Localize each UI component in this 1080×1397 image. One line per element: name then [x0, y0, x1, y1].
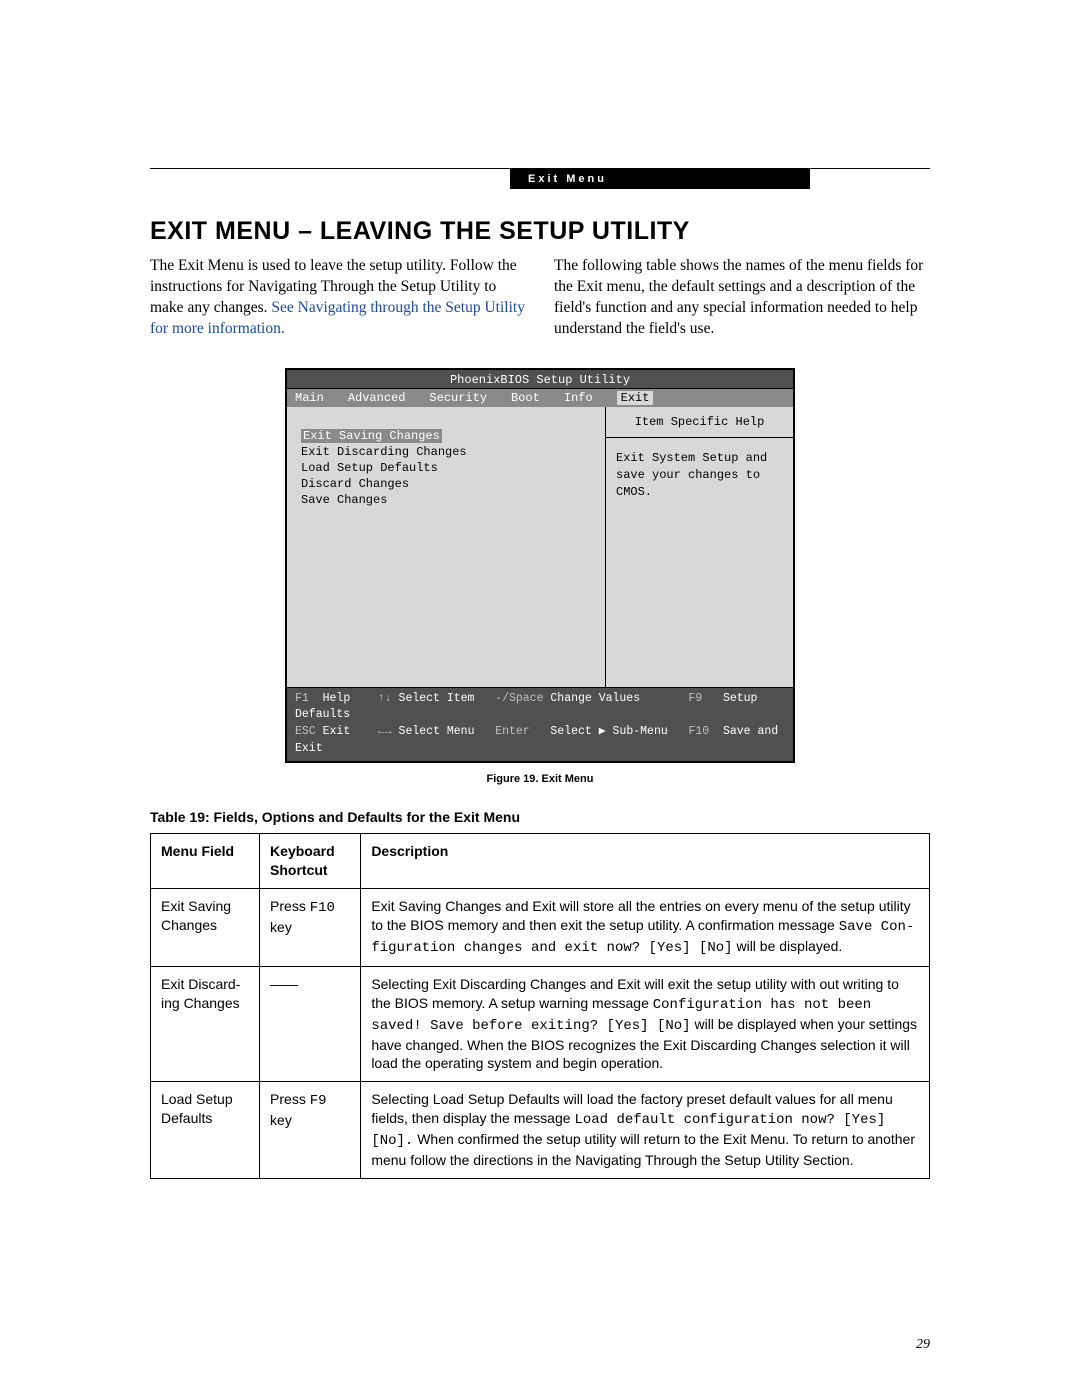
- table-header-row: Menu Field Keyboard Shortcut Description: [151, 834, 930, 889]
- bios-tab-advanced: Advanced: [348, 391, 406, 405]
- th-shortcut: Keyboard Shortcut: [260, 834, 361, 889]
- bios-menu-list: Exit Saving Changes Exit Discarding Chan…: [287, 407, 605, 687]
- th-description: Description: [361, 834, 930, 889]
- th-menu-field: Menu Field: [151, 834, 260, 889]
- bios-screenshot: PhoenixBIOS Setup Utility Main Advanced …: [285, 368, 795, 764]
- page-number: 29: [916, 1337, 930, 1353]
- page-title: EXIT MENU – LEAVING THE SETUP UTILITY: [150, 217, 930, 246]
- bios-footer-line1: F1 Help ↑↓ Select Item -/Space Change Va…: [295, 691, 785, 724]
- header-rule: Exit Menu: [150, 168, 930, 169]
- fields-table: Menu Field Keyboard Shortcut Description…: [150, 833, 930, 1178]
- bios-help-panel: Item Specific Help Exit System Setup and…: [605, 407, 793, 687]
- bios-footer: F1 Help ↑↓ Select Item -/Space Change Va…: [287, 688, 793, 762]
- intro-columns: The Exit Menu is used to leave the setup…: [150, 256, 930, 340]
- table-row: Exit Discard­ing Changes——Selecting Exit…: [151, 966, 930, 1081]
- bios-tab-info: Info: [564, 391, 593, 405]
- section-header-tab: Exit Menu: [510, 169, 810, 189]
- bios-help-body: Exit System Setup and save your changes …: [606, 438, 793, 514]
- bios-body: Exit Saving Changes Exit Discarding Chan…: [287, 407, 793, 688]
- cell-menu-field: Exit Discard­ing Changes: [151, 966, 260, 1081]
- bios-help-title: Item Specific Help: [606, 407, 793, 438]
- bios-tab-security: Security: [429, 391, 487, 405]
- bios-tab-boot: Boot: [511, 391, 540, 405]
- bios-item-3: Discard Changes: [301, 477, 591, 491]
- table-row: Load Setup DefaultsPress F9 keySelecting…: [151, 1082, 930, 1179]
- bios-title: PhoenixBIOS Setup Utility: [287, 370, 793, 389]
- intro-right-column: The following table shows the names of t…: [554, 256, 930, 340]
- cell-description: Selecting Load Setup Defaults will load …: [361, 1082, 930, 1179]
- cell-description: Exit Saving Changes and Exit will store …: [361, 889, 930, 967]
- cell-menu-field: Exit Saving Changes: [151, 889, 260, 967]
- cell-menu-field: Load Setup Defaults: [151, 1082, 260, 1179]
- table-caption: Table 19: Fields, Options and Defaults f…: [150, 809, 930, 825]
- figure-caption: Figure 19. Exit Menu: [150, 773, 930, 785]
- bios-item-1: Exit Discarding Changes: [301, 445, 591, 459]
- bios-tab-exit: Exit: [617, 391, 654, 405]
- bios-item-4: Save Changes: [301, 493, 591, 507]
- bios-item-2: Load Setup Defaults: [301, 461, 591, 475]
- bios-item-0: Exit Saving Changes: [301, 429, 442, 443]
- cell-shortcut: Press F9 key: [260, 1082, 361, 1179]
- cell-shortcut: Press F10 key: [260, 889, 361, 967]
- table-row: Exit Saving ChangesPress F10 keyExit Sav…: [151, 889, 930, 967]
- bios-footer-line2: ESC Exit ←→ Select Menu Enter Select ▶ S…: [295, 724, 785, 757]
- cell-shortcut: ——: [260, 966, 361, 1081]
- bios-tabs: Main Advanced Security Boot Info Exit: [287, 389, 793, 407]
- bios-tab-main: Main: [295, 391, 324, 405]
- cell-description: Selecting Exit Discarding Changes and Ex…: [361, 966, 930, 1081]
- intro-left-column: The Exit Menu is used to leave the setup…: [150, 256, 526, 340]
